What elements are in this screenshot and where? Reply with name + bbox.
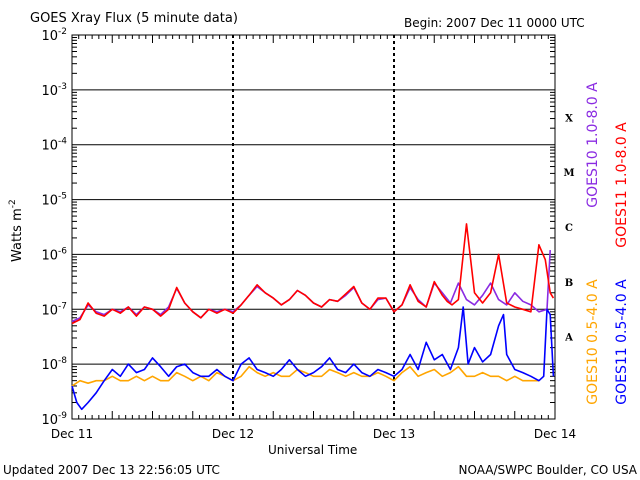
credit: NOAA/SWPC Boulder, CO USA	[459, 463, 638, 477]
y-tick-label: 10-7	[41, 301, 67, 318]
x-tick-label: Dec 13	[373, 427, 415, 441]
data-series	[71, 223, 555, 411]
y-tick-base: 10	[41, 194, 58, 209]
y-tick-exp: -9	[58, 411, 67, 421]
flare-class-c: C	[565, 223, 573, 234]
flare-class-m: M	[563, 168, 574, 179]
y-tick-base: 10	[41, 303, 58, 318]
flare-class-labels: X M C B A	[563, 113, 574, 343]
y-tick-exp: -3	[58, 82, 67, 92]
series-line-1	[71, 250, 551, 323]
y-tick-label: 10-6	[41, 246, 67, 263]
y-tick-label: 10-3	[41, 82, 67, 99]
axis-ticks	[72, 35, 555, 419]
y-tick-exp: -7	[58, 301, 67, 311]
y-tick-label: 10-8	[41, 356, 67, 373]
flare-class-x: X	[565, 113, 573, 124]
legend-entry: GOES10 0.5-4.0 A	[585, 279, 601, 405]
y-tick-exp: -2	[58, 27, 67, 37]
y-tick-base: 10	[41, 248, 58, 263]
y-tick-label: 10-5	[41, 192, 67, 209]
y-tick-exp: -5	[58, 192, 67, 202]
flare-class-a: A	[564, 333, 573, 344]
x-tick-label: Dec 11	[51, 427, 93, 441]
legend-entry: GOES11 0.5-4.0 A	[614, 279, 630, 405]
series-line-3	[71, 365, 539, 387]
y-tick-base: 10	[41, 139, 58, 154]
y-tick-base: 10	[41, 84, 58, 99]
y-axis-label-base: Watts m	[10, 208, 25, 262]
y-tick-base: 10	[41, 413, 58, 428]
updated-timestamp: Updated 2007 Dec 13 22:56:05 UTC	[3, 463, 220, 477]
y-axis-tick-labels: 10-210-310-410-510-610-710-810-9	[41, 27, 67, 428]
chart-title: GOES Xray Flux (5 minute data)	[30, 11, 238, 26]
x-axis-tick-labels: Dec 11 Dec 12 Dec 13 Dec 14	[51, 427, 576, 441]
series-line-4	[71, 306, 555, 411]
begin-date: Begin: 2007 Dec 11 0000 UTC	[404, 16, 585, 30]
x-axis-label: Universal Time	[268, 443, 357, 457]
legend-entry: GOES10 1.0-8.0 A	[585, 82, 601, 208]
y-tick-base: 10	[41, 358, 58, 373]
y-tick-exp: -8	[58, 356, 67, 366]
y-tick-base: 10	[41, 29, 58, 44]
y-tick-label: 10-4	[41, 137, 67, 154]
x-tick-label: Dec 14	[534, 427, 576, 441]
legend-entry: GOES11 1.0-8.0 A	[614, 122, 630, 248]
flare-class-b: B	[565, 278, 573, 289]
y-axis-label: Watts m-2	[8, 199, 25, 262]
y-tick-exp: -4	[58, 137, 67, 147]
legend: GOES10 1.0-8.0 A GOES11 1.0-8.0 A GOES10 0…	[585, 82, 630, 405]
y-tick-label: 10-9	[41, 411, 67, 428]
x-tick-label: Dec 12	[212, 427, 254, 441]
y-tick-label: 10-2	[41, 27, 67, 44]
y-axis-label-exp: -2	[8, 199, 18, 208]
y-tick-exp: -6	[58, 246, 67, 256]
series-line-2	[71, 223, 555, 325]
